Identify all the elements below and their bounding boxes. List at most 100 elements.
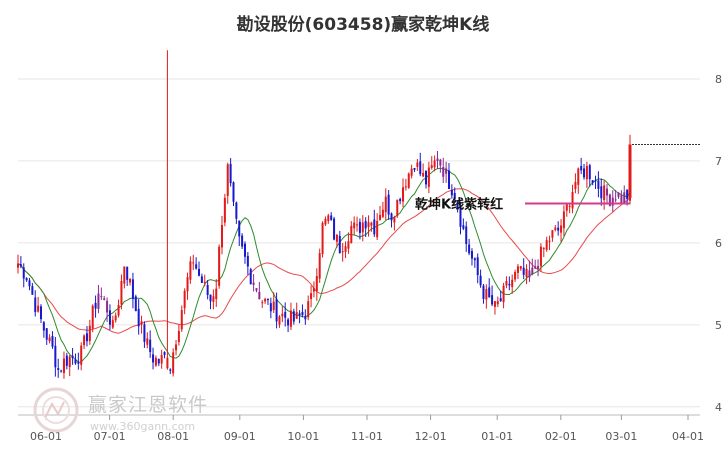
candle-body [577, 168, 580, 185]
candle-body [284, 311, 287, 318]
candle-body [422, 173, 425, 177]
x-axis: 06-01 07-01 08-01 09-01 10-01 11-01 12-01 01-01… [18, 414, 704, 443]
candle-body [65, 355, 68, 366]
candle-body [143, 324, 146, 342]
candle-body [623, 192, 626, 204]
candle-body [542, 248, 545, 250]
y-tick-label: 5 [715, 319, 722, 332]
candle-body [203, 281, 206, 284]
candle-body [278, 316, 281, 325]
candle-body [450, 189, 453, 196]
watermark-name: 赢家江恩软件 [88, 394, 209, 416]
candle-body [275, 299, 278, 322]
candle-body [430, 165, 433, 168]
candle-body [172, 352, 175, 374]
y-tick-label: 4 [715, 401, 722, 414]
candle-body [28, 280, 31, 287]
candle-body [16, 263, 20, 268]
candle-body [137, 308, 140, 327]
y-tick-label: 6 [715, 237, 722, 250]
x-tick-label: 08-01 [157, 430, 189, 443]
candle-body [396, 199, 399, 216]
candle-body [491, 295, 494, 305]
candle-body [482, 285, 485, 299]
candle-body [585, 165, 588, 180]
candle-body [264, 298, 267, 302]
candle-body [508, 283, 511, 286]
candle-body [68, 356, 71, 368]
candle-body [419, 161, 422, 175]
candle-body [379, 214, 382, 220]
candle-body [85, 333, 88, 342]
candle-body [195, 264, 198, 269]
candle-body [48, 337, 51, 342]
candle-body [22, 267, 25, 279]
x-tick-label: 12-01 [415, 430, 447, 443]
candle-body [525, 268, 528, 277]
candle-body [281, 313, 284, 317]
candle-body [551, 230, 554, 238]
candle-body [436, 158, 439, 162]
candle-body [183, 290, 186, 309]
candle-body [591, 180, 594, 183]
candle-body [34, 297, 37, 312]
candle-body [301, 311, 304, 316]
candle-body [361, 222, 364, 233]
candle-body [111, 320, 114, 328]
x-tick-label: 11-01 [351, 430, 383, 443]
candle-body [574, 182, 577, 190]
candle-body [198, 268, 201, 276]
candle-body [157, 358, 160, 364]
candle-body [80, 345, 83, 365]
candle-body [496, 301, 499, 305]
candle-body [404, 186, 407, 188]
candle-body [456, 201, 459, 210]
candle-body [330, 215, 333, 220]
candle-body [341, 251, 344, 253]
candle-body [594, 180, 597, 182]
y-tick-label: 8 [715, 73, 722, 86]
candle-body [364, 221, 367, 229]
candle-body [416, 162, 419, 167]
candle-body [200, 276, 203, 283]
candle-body [252, 282, 255, 286]
candle-body [226, 164, 229, 196]
candle-body [479, 275, 482, 286]
candle-body [539, 246, 542, 267]
candle-body [519, 266, 522, 269]
candle-body [565, 204, 568, 211]
candle-body [100, 296, 103, 298]
candle-body [537, 266, 540, 269]
candle-body [258, 291, 261, 300]
candle-body [177, 330, 180, 342]
candle-body [545, 240, 548, 250]
candle-body [358, 221, 361, 233]
candle-body [531, 267, 534, 275]
candle-body [114, 315, 117, 321]
candle-body [94, 302, 97, 309]
candles [16, 50, 632, 379]
candle-body [453, 192, 456, 200]
candle-body [307, 301, 310, 318]
candle-body [117, 305, 120, 316]
candle-body [189, 261, 192, 280]
candle-body [499, 298, 502, 302]
candle-body [606, 188, 609, 196]
candle-body [476, 257, 479, 276]
candle-body [583, 168, 586, 178]
candle-body [60, 370, 63, 372]
candle-body [600, 186, 603, 199]
ma-long-path [17, 188, 631, 334]
candle-body [220, 224, 224, 248]
candle-body [528, 270, 531, 278]
x-tick-label: 01-01 [481, 430, 513, 443]
candle-body [571, 191, 574, 209]
candle-body [611, 197, 614, 206]
candle-body [447, 170, 450, 189]
candle-body [465, 226, 468, 244]
candle-body [344, 246, 347, 252]
candle-body [249, 269, 252, 285]
candle-body [243, 243, 246, 257]
candle-body [407, 173, 410, 188]
candle-body [493, 301, 496, 307]
